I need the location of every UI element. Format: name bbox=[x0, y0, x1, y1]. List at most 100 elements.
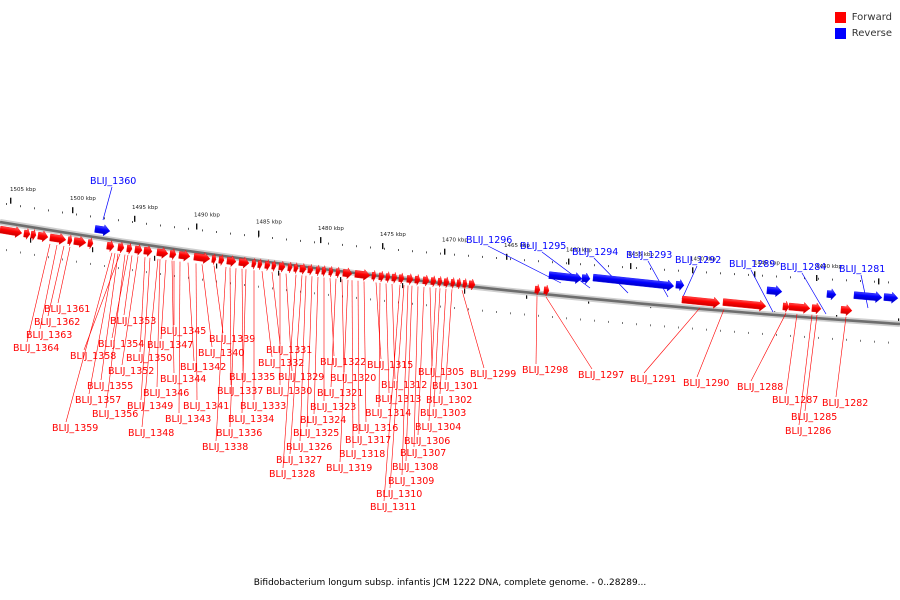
forward-gene-label: BLIJ_1341 bbox=[183, 401, 229, 412]
forward-gene-arrow bbox=[391, 272, 398, 284]
forward-gene-arrow bbox=[218, 254, 225, 266]
leader-line bbox=[429, 287, 433, 367]
leader-line bbox=[171, 260, 175, 374]
leader-line bbox=[47, 245, 65, 317]
reverse-gene-label: BLIJ_1284 bbox=[780, 262, 826, 273]
forward-gene-label: BLIJ_1339 bbox=[209, 334, 255, 345]
leader-line bbox=[329, 278, 335, 357]
leader-line bbox=[750, 313, 787, 382]
forward-gene-arrow bbox=[534, 284, 541, 296]
forward-gene-arrow bbox=[456, 277, 462, 289]
minor-tick bbox=[468, 308, 469, 311]
minor-tick bbox=[370, 298, 371, 301]
legend-forward: Forward bbox=[834, 9, 892, 25]
forward-gene-arrow bbox=[406, 273, 414, 285]
minor-tick bbox=[888, 281, 889, 284]
minor-tick bbox=[510, 312, 511, 315]
leader-line bbox=[100, 253, 119, 381]
forward-gene-arrow bbox=[468, 279, 476, 291]
minor-tick bbox=[888, 341, 889, 344]
forward-gene-arrow bbox=[378, 271, 385, 283]
forward-gene-label: BLIJ_1321 bbox=[317, 388, 363, 399]
leader-line bbox=[798, 314, 813, 426]
minor-tick bbox=[734, 330, 735, 333]
leader-line bbox=[261, 271, 273, 358]
major-tick bbox=[464, 288, 466, 294]
leader-line bbox=[111, 254, 129, 339]
major-tick bbox=[154, 255, 156, 261]
minor-tick bbox=[76, 260, 77, 263]
forward-gene-arrow bbox=[430, 275, 437, 287]
major-tick bbox=[630, 263, 632, 270]
forward-gene-label: BLIJ_1353 bbox=[110, 316, 156, 327]
major-tick bbox=[72, 207, 74, 214]
leader-line bbox=[178, 261, 181, 414]
leader-line bbox=[413, 286, 419, 448]
minor-tick bbox=[720, 329, 721, 332]
tick-layer: 1505 kbp 1500 kbp 1495 kbp 1490 kbp 1485 kbp… bbox=[6, 187, 900, 344]
minor-tick bbox=[272, 287, 273, 290]
minor-tick bbox=[90, 262, 91, 265]
leader-line bbox=[299, 275, 307, 442]
minor-tick bbox=[538, 314, 539, 317]
reverse-gene-arrow bbox=[592, 273, 675, 292]
forward-gene-label: BLIJ_1297 bbox=[578, 370, 624, 381]
reverse-gene-arrow bbox=[94, 224, 111, 237]
forward-gene-arrow bbox=[422, 275, 430, 287]
forward-gene-label: BLIJ_1330 bbox=[266, 386, 312, 397]
leader-line bbox=[282, 274, 297, 469]
kbp-marker: 1470 kbp bbox=[442, 238, 468, 244]
legend-forward-label: Forward bbox=[851, 11, 892, 23]
kbp-marker: 1505 kbp bbox=[10, 187, 36, 193]
minor-tick bbox=[510, 258, 511, 261]
forward-gene-label: BLIJ_1354 bbox=[98, 339, 144, 350]
forward-gene-arrow bbox=[335, 266, 341, 278]
minor-tick bbox=[440, 252, 441, 255]
leader-line bbox=[105, 254, 126, 409]
minor-tick bbox=[650, 267, 651, 270]
kbp-marker: 1480 kbp bbox=[318, 226, 344, 232]
forward-gene-label: BLIJ_1333 bbox=[240, 401, 286, 412]
minor-tick bbox=[566, 317, 567, 320]
forward-gene-label: BLIJ_1312 bbox=[381, 380, 427, 391]
minor-tick bbox=[202, 229, 203, 232]
minor-tick bbox=[356, 296, 357, 299]
forward-gene-label: BLIJ_1315 bbox=[367, 360, 413, 371]
major-tick bbox=[258, 230, 260, 237]
minor-tick bbox=[580, 263, 581, 266]
minor-tick bbox=[832, 278, 833, 281]
forward-gene-arrow bbox=[134, 243, 143, 256]
forward-gene-arrow bbox=[788, 301, 811, 314]
forward-gene-label: BLIJ_1290 bbox=[683, 378, 729, 389]
major-tick bbox=[196, 223, 198, 230]
minor-tick bbox=[118, 267, 119, 270]
forward-gene-label: BLIJ_1301 bbox=[432, 381, 478, 392]
minor-tick bbox=[594, 264, 595, 267]
leader-line bbox=[545, 296, 593, 370]
forward-gene-arrow bbox=[450, 277, 456, 289]
forward-gene-arrow bbox=[251, 258, 257, 270]
legend: Forward Reverse bbox=[834, 9, 892, 41]
forward-gene-label: BLIJ_1363 bbox=[26, 330, 72, 341]
reverse-gene-arrow bbox=[853, 291, 883, 304]
forward-gene-arrow bbox=[371, 270, 377, 282]
minor-tick bbox=[790, 276, 791, 279]
forward-gene-label: BLIJ_1324 bbox=[300, 415, 346, 426]
minor-tick bbox=[230, 232, 231, 235]
minor-tick bbox=[622, 322, 623, 324]
minor-tick bbox=[468, 254, 469, 257]
minor-tick bbox=[720, 272, 721, 275]
leader-line bbox=[801, 272, 827, 315]
minor-tick bbox=[874, 280, 875, 283]
major-tick bbox=[278, 270, 280, 276]
forward-gene-arrow bbox=[462, 278, 468, 290]
legend-reverse-label: Reverse bbox=[851, 27, 892, 39]
major-tick bbox=[134, 215, 136, 222]
forward-gene-label: BLIJ_1358 bbox=[70, 351, 116, 362]
leader-line bbox=[285, 273, 293, 372]
forward-gene-label: BLIJ_1364 bbox=[13, 343, 59, 354]
forward-gene-arrow bbox=[126, 243, 133, 255]
minor-tick bbox=[412, 302, 413, 305]
leader-line bbox=[140, 257, 151, 401]
